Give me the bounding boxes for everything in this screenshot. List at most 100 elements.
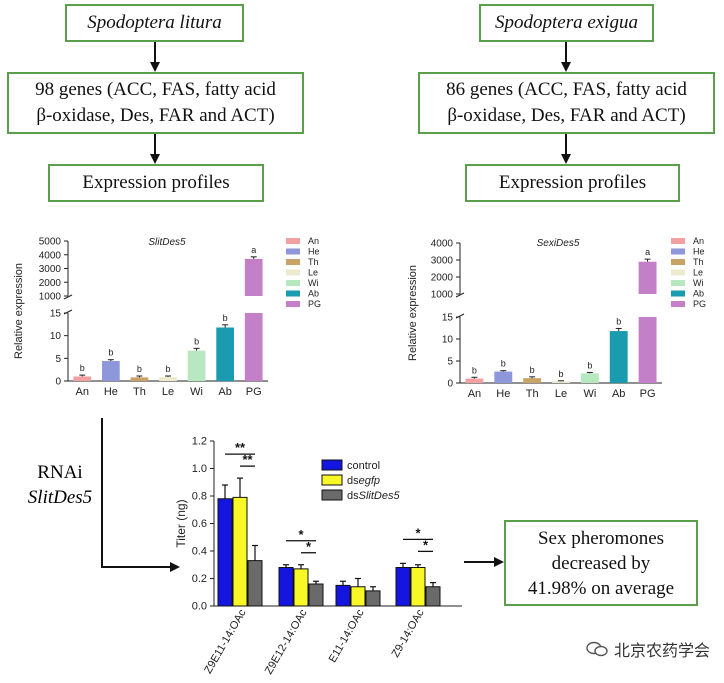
- rnai-gene-label: SlitDes5: [28, 487, 92, 508]
- legend-swatch: [671, 269, 685, 276]
- legend-swatch: [671, 301, 685, 307]
- y-axis-title: Titer (ng): [174, 499, 188, 547]
- significance-letter: b: [501, 359, 506, 369]
- bar-ab: [609, 331, 628, 383]
- x-tick-label: Le: [555, 388, 567, 400]
- y-tick-label: 0.4: [192, 546, 207, 558]
- significance-stars: *: [298, 527, 304, 542]
- bar-wi: [187, 350, 206, 381]
- bar-le: [552, 381, 570, 383]
- x-tick-label: An: [468, 388, 481, 400]
- bar-dsegfp: [232, 496, 248, 607]
- y-tick-label: 2000: [39, 278, 62, 289]
- x-tick-label: Th: [526, 388, 539, 400]
- legend-label-prefix: ds: [347, 490, 359, 502]
- y-axis-title: Relative expression: [407, 265, 419, 361]
- axis-break-mark: [455, 292, 465, 298]
- significance-letter: b: [165, 364, 170, 374]
- legend-label: Le: [308, 268, 318, 278]
- y-tick-label: 4000: [39, 250, 62, 261]
- bar-dsslitdes5: [247, 560, 263, 607]
- legend-label: An: [693, 236, 704, 246]
- left-profiles-box: Expression profiles: [48, 164, 264, 202]
- right-genes-line2: β-oxidase, Des, FAR and ACT): [447, 105, 686, 126]
- y-tick-label: 0: [55, 377, 61, 388]
- outcome-box: Sex pheromones decreased by 41.98% on av…: [504, 520, 698, 606]
- bar-he: [494, 371, 513, 383]
- x-tick-label: He: [104, 386, 118, 398]
- legend-swatch: [321, 474, 343, 486]
- rnai-arrow: [101, 418, 180, 572]
- wechat-icon: [586, 641, 608, 657]
- legend-swatch: [671, 290, 685, 297]
- significance-letter: a: [251, 245, 256, 255]
- chart-title: SlitDes5: [148, 237, 186, 248]
- chart-title: SexiDes5: [537, 238, 580, 249]
- bar-control: [217, 498, 233, 607]
- legend-label: control: [347, 460, 380, 472]
- y-tick-label: 0.8: [192, 491, 207, 503]
- significance-letter: b: [530, 365, 535, 375]
- bar-pg-upper: [244, 258, 263, 296]
- bar-th: [130, 377, 149, 381]
- right-species-label: Spodoptera exigua: [494, 12, 638, 33]
- sexides5-chart: 0 5 10 15 1000 2000 3000 4000 Relative expressio…: [407, 236, 706, 400]
- legend-swatch: [286, 301, 300, 307]
- left-species-label: Spodoptera litura: [87, 12, 222, 33]
- x-tick-label: Z9E12-14:OAc: [263, 607, 310, 676]
- x-tick-label: An: [76, 386, 89, 398]
- outcome-line2: decreased by: [551, 552, 651, 574]
- y-tick-label: 3000: [431, 256, 454, 267]
- legend-label-gene: SlitDes5: [359, 490, 401, 502]
- legend-swatch: [286, 259, 300, 265]
- legend-label: He: [693, 247, 705, 257]
- left-species-box: Spodoptera litura: [65, 4, 244, 42]
- y-tick-label: 1000: [39, 292, 62, 303]
- significance-stars: *: [423, 537, 429, 552]
- bar-control: [278, 567, 294, 607]
- legend-swatch: [671, 280, 685, 286]
- bar-dsslitdes5: [365, 590, 381, 607]
- x-tick-label: Wi: [583, 388, 596, 400]
- legend-swatch: [286, 238, 300, 244]
- y-tick-label: 1.0: [192, 463, 207, 475]
- bar-dsslitdes5: [308, 583, 324, 607]
- bar-ab: [216, 327, 234, 381]
- y-tick-label: 15: [442, 313, 454, 324]
- axis-break-mark: [63, 294, 73, 300]
- y-tick-label: 15: [50, 309, 62, 320]
- significance-letter: b: [616, 316, 621, 326]
- legend-swatch: [671, 259, 685, 265]
- legend-label: Ab: [693, 289, 704, 299]
- y-tick-label: 0.2: [192, 573, 207, 585]
- left-profiles-label: Expression profiles: [82, 172, 230, 193]
- outcome-line3: 41.98% on average: [527, 577, 675, 599]
- x-tick-label: He: [496, 388, 510, 400]
- x-tick-label: PG: [640, 388, 656, 400]
- legend-swatch: [671, 238, 685, 244]
- y-tick-label: 10: [50, 331, 62, 342]
- y-tick-label: 3000: [39, 264, 62, 275]
- significance-letter: b: [80, 363, 85, 373]
- y-tick-label: 2000: [431, 273, 454, 284]
- x-tick-label: Z9-14:OAc: [390, 607, 427, 659]
- significance-letter: b: [194, 336, 199, 346]
- significance-letter: b: [137, 364, 142, 374]
- x-tick-label: Z9E11-14:OAc: [202, 607, 249, 676]
- bar-pg: [638, 317, 657, 383]
- bar-dsegfp: [410, 567, 426, 607]
- y-tick-label: 10: [442, 335, 454, 346]
- rnai-label: RNAi: [37, 462, 82, 483]
- legend-label: Ab: [308, 289, 319, 299]
- y-tick-label: 1000: [431, 290, 454, 301]
- x-tick-label: Wi: [190, 386, 203, 398]
- bar-pg: [244, 313, 263, 381]
- right-species-box: Spodoptera exigua: [479, 4, 654, 42]
- right-profiles-label: Expression profiles: [498, 172, 647, 193]
- x-tick-label: Le: [162, 386, 174, 398]
- left-genes-box: 98 genes (ACC, FAS, fatty acid β-oxidase…: [7, 72, 304, 134]
- bar-control: [335, 584, 351, 607]
- left-genes-line2: β-oxidase, Des, FAR and ACT): [36, 105, 275, 126]
- watermark: 北京农药学会: [586, 637, 710, 661]
- bar-dsegfp: [350, 586, 366, 607]
